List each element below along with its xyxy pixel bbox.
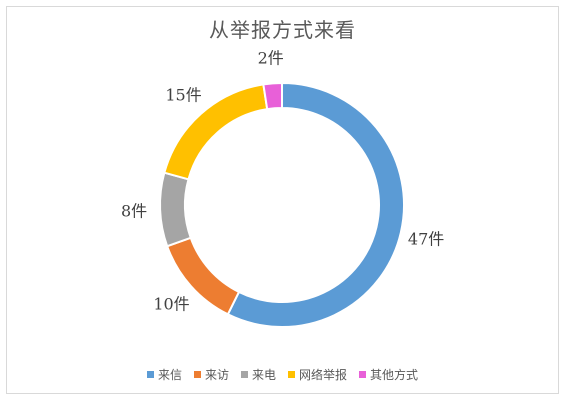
data-label-4: 15件 xyxy=(165,86,201,105)
data-labels-group: 47件 10件 8件 15件 2件 xyxy=(121,48,444,313)
data-label-3: 8件 xyxy=(121,202,147,221)
legend-item-5: 其他方式 xyxy=(359,366,418,383)
legend-label: 来信 xyxy=(157,368,182,382)
legend-item-2: 来访 xyxy=(193,366,229,383)
legend-label: 来电 xyxy=(251,368,276,382)
legend-label: 网络举报 xyxy=(299,368,348,382)
slice-5 xyxy=(262,81,283,111)
chart-frame xyxy=(6,6,559,394)
legend-label: 其他方式 xyxy=(370,368,419,382)
legend: 来信 来访 来电 网络举报 其他方式 xyxy=(0,366,565,383)
slice-1 xyxy=(226,81,405,328)
legend-item-4: 网络举报 xyxy=(288,366,347,383)
data-label-2: 10件 xyxy=(153,294,189,313)
legend-swatch xyxy=(240,371,248,378)
legend-item-3: 来电 xyxy=(240,366,276,383)
legend-item-1: 来信 xyxy=(146,366,182,383)
legend-swatch xyxy=(288,371,295,378)
data-label-5: 2件 xyxy=(258,48,284,67)
slices-group xyxy=(159,81,405,328)
legend-label: 来访 xyxy=(204,368,229,382)
legend-swatch xyxy=(193,371,201,378)
data-label-1: 47件 xyxy=(408,230,444,249)
slice-3 xyxy=(159,171,192,248)
chart-title: 从举报方式来看 xyxy=(209,18,356,42)
legend-swatch xyxy=(359,371,367,378)
legend-swatch xyxy=(146,371,154,378)
